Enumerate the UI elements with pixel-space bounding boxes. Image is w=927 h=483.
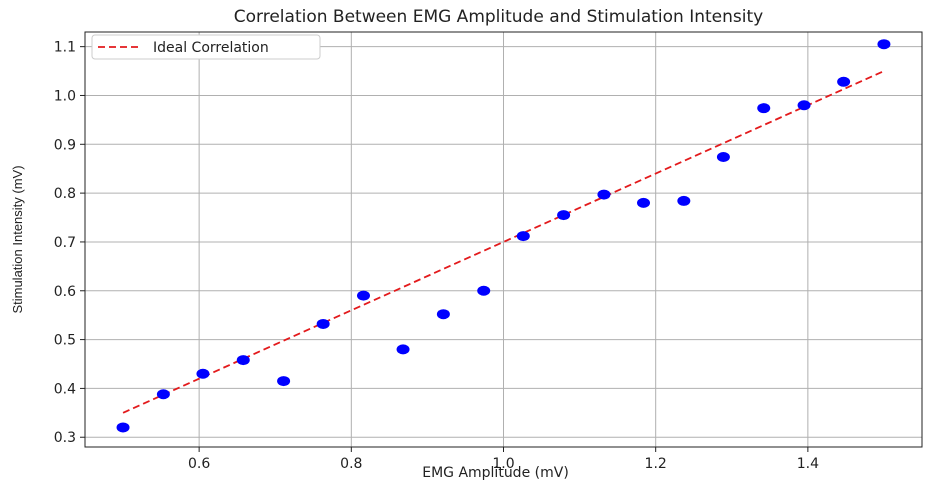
y-axis-label: Stimulation Intensity (mV) xyxy=(10,165,25,313)
x-tick-label: 0.6 xyxy=(188,456,210,472)
x-axis-label: EMG Amplitude (mV) xyxy=(422,465,569,481)
data-point xyxy=(316,318,330,329)
data-point xyxy=(797,100,811,111)
x-tick-label: 1.4 xyxy=(797,456,819,472)
ideal-correlation-line xyxy=(122,70,885,414)
data-point xyxy=(757,103,771,114)
data-point xyxy=(477,285,491,296)
legend-box xyxy=(91,34,321,60)
data-point xyxy=(677,195,691,206)
grid-lines xyxy=(85,32,922,447)
y-tick-label: 0.4 xyxy=(54,381,76,397)
data-point xyxy=(236,355,250,366)
data-point xyxy=(837,76,851,87)
data-point xyxy=(637,197,651,208)
x-tick-label: 1.0 xyxy=(492,456,514,472)
y-tick-label: 0.6 xyxy=(54,284,76,300)
data-point xyxy=(277,376,291,387)
y-tick-label: 0.7 xyxy=(54,235,76,251)
data-point xyxy=(716,151,730,162)
data-point xyxy=(196,368,210,379)
data-point xyxy=(557,210,571,221)
data-series xyxy=(116,39,891,433)
data-point xyxy=(396,344,410,355)
data-point xyxy=(156,389,170,400)
data-point xyxy=(877,39,891,50)
y-tick-label: 0.8 xyxy=(54,186,76,202)
y-tick-label: 0.3 xyxy=(54,430,76,446)
data-point xyxy=(597,189,611,200)
legend-label-ideal-correlation: Ideal Correlation xyxy=(153,40,269,56)
data-point xyxy=(516,231,530,242)
y-tick-label: 1.0 xyxy=(54,88,76,104)
y-tick-label: 0.9 xyxy=(54,137,76,153)
y-tick-label: 0.5 xyxy=(54,333,76,349)
legend: Ideal Correlation xyxy=(91,34,321,60)
data-point xyxy=(356,290,370,301)
x-tick-label: 1.2 xyxy=(645,456,667,472)
data-point xyxy=(116,422,130,433)
axis-ticks: 0.6 0.8 1.0 1.2 1.4 0.3 0.4 0.5 0.6 0.7 0.8 0.9 1.0 1… xyxy=(54,40,819,472)
data-point xyxy=(436,309,450,320)
y-tick-label: 1.1 xyxy=(54,40,76,56)
x-tick-label: 0.8 xyxy=(340,456,362,472)
chart-title: Correlation Between EMG Amplitude and St… xyxy=(234,7,763,27)
